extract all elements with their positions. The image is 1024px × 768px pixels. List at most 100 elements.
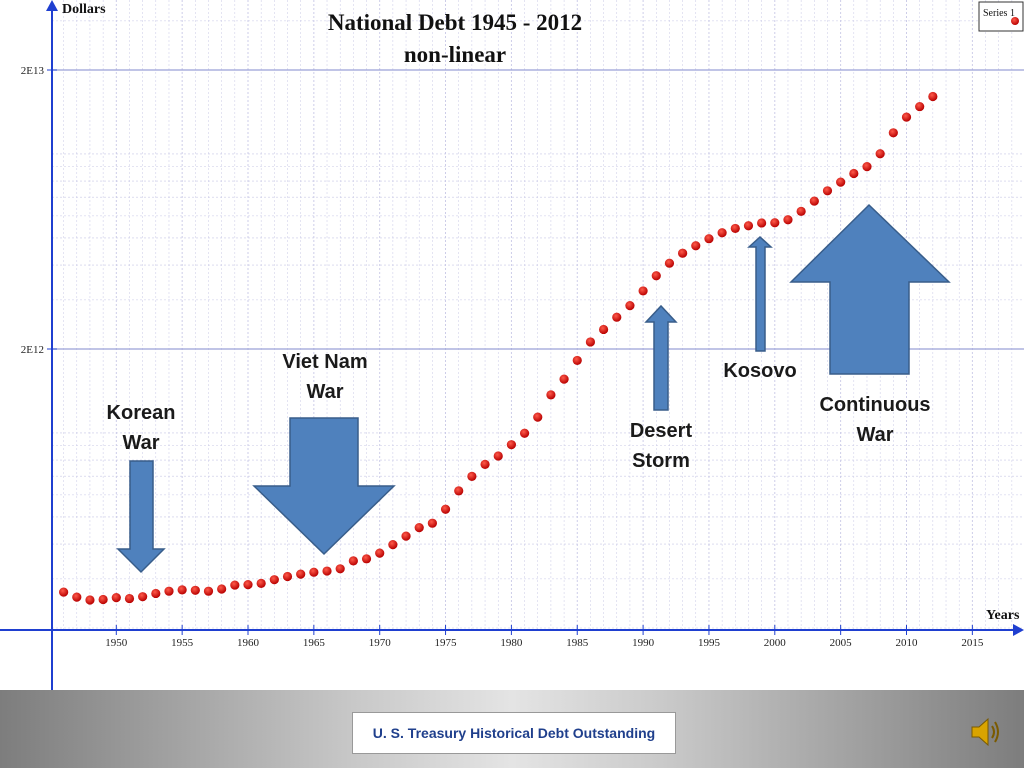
data-point bbox=[638, 286, 648, 296]
x-tick-label: 1965 bbox=[303, 637, 326, 649]
legend-marker bbox=[1011, 17, 1019, 25]
annotation-vietnam-war: Viet Nam War bbox=[282, 351, 368, 403]
data-point bbox=[72, 592, 82, 602]
data-point bbox=[98, 594, 108, 605]
data-point bbox=[506, 440, 516, 450]
data-point bbox=[111, 593, 121, 603]
data-point bbox=[309, 567, 319, 577]
x-axis-label: Years bbox=[986, 608, 1020, 623]
data-point bbox=[124, 593, 135, 604]
data-points bbox=[59, 91, 938, 605]
data-point bbox=[256, 578, 266, 588]
data-point bbox=[546, 390, 556, 400]
data-point bbox=[612, 312, 622, 322]
data-point bbox=[151, 588, 161, 599]
data-point bbox=[467, 471, 477, 481]
source-caption: U. S. Treasury Historical Debt Outstandi… bbox=[352, 712, 676, 754]
data-point bbox=[625, 301, 635, 311]
data-point bbox=[59, 587, 69, 597]
legend: Series 1 bbox=[978, 1, 1024, 32]
data-point bbox=[743, 221, 754, 231]
annotation-korean-war: Korean War bbox=[106, 402, 176, 454]
x-tick-label: 1990 bbox=[632, 637, 655, 649]
data-point bbox=[559, 374, 569, 384]
data-point bbox=[783, 215, 793, 225]
data-point bbox=[651, 271, 661, 281]
data-point bbox=[269, 575, 279, 585]
speaker-icon[interactable] bbox=[968, 712, 1004, 752]
x-tick-label: 1995 bbox=[698, 637, 721, 649]
annotation-kosovo: Kosovo bbox=[723, 360, 797, 382]
x-tick-label: 1985 bbox=[566, 637, 589, 649]
data-point bbox=[138, 592, 148, 602]
annotation-arrows bbox=[116, 203, 951, 574]
data-point bbox=[414, 523, 424, 533]
x-tick-label: 2005 bbox=[830, 637, 853, 649]
x-tick-label: 1960 bbox=[237, 637, 260, 649]
chart: 1950 1955 1960 1965 1970 1975 1980 1985 1990 1995… bbox=[0, 0, 1024, 690]
data-point bbox=[901, 112, 912, 122]
data-point bbox=[809, 196, 819, 206]
data-point bbox=[875, 149, 885, 159]
data-point bbox=[217, 584, 227, 594]
data-point bbox=[928, 91, 938, 102]
x-tick-label: 2010 bbox=[896, 637, 919, 649]
y-tick-label: 2E12 bbox=[21, 344, 44, 356]
arrow-vietnam-war bbox=[252, 417, 396, 556]
data-point bbox=[730, 223, 740, 234]
data-point bbox=[480, 459, 490, 469]
data-point bbox=[862, 162, 872, 172]
legend-label: Series 1 bbox=[983, 8, 1015, 19]
data-point bbox=[388, 540, 398, 550]
data-point bbox=[691, 241, 701, 251]
data-point bbox=[375, 548, 385, 558]
data-point bbox=[427, 518, 437, 528]
data-point bbox=[888, 128, 898, 138]
data-point bbox=[664, 258, 675, 268]
data-point bbox=[454, 486, 464, 496]
annotation-continuous-war: Continuous War bbox=[819, 394, 931, 446]
data-point bbox=[348, 556, 358, 566]
y-axis-label: Dollars bbox=[62, 2, 106, 17]
data-point bbox=[401, 531, 411, 541]
data-point bbox=[796, 206, 806, 216]
x-tick-label: 1980 bbox=[500, 637, 523, 649]
data-point bbox=[836, 177, 846, 187]
x-tick-label: 2015 bbox=[961, 637, 984, 649]
data-point bbox=[440, 504, 451, 514]
data-point bbox=[190, 585, 200, 595]
chart-title: National Debt 1945 - 2012 bbox=[328, 10, 582, 35]
data-point bbox=[85, 595, 95, 605]
data-point bbox=[230, 580, 240, 590]
data-point bbox=[678, 248, 688, 258]
arrow-korean-war bbox=[116, 460, 166, 574]
chart-subtitle: non-linear bbox=[404, 42, 506, 67]
data-point bbox=[177, 585, 187, 595]
data-point bbox=[915, 101, 925, 112]
data-point bbox=[770, 218, 780, 228]
data-point bbox=[519, 428, 530, 438]
x-tick-label: 1975 bbox=[435, 637, 458, 649]
axes: 1950 1955 1960 1965 1970 1975 1980 1985 1990 1995… bbox=[0, 0, 1024, 690]
data-point bbox=[335, 564, 345, 574]
data-point bbox=[822, 186, 833, 196]
data-point bbox=[322, 566, 332, 576]
data-point bbox=[164, 586, 174, 596]
x-tick-label: 1955 bbox=[171, 637, 194, 649]
x-tick-label: 1950 bbox=[105, 637, 128, 649]
data-point bbox=[361, 554, 372, 564]
data-point bbox=[282, 571, 293, 582]
data-point bbox=[493, 451, 503, 461]
y-tick-label: 2E13 bbox=[21, 65, 45, 77]
data-point bbox=[717, 228, 727, 238]
x-tick-label: 2000 bbox=[764, 637, 787, 649]
data-point bbox=[203, 586, 214, 596]
data-point bbox=[572, 355, 582, 366]
arrow-desert-storm bbox=[644, 304, 678, 411]
x-tick-label: 1970 bbox=[369, 637, 392, 649]
data-point bbox=[296, 569, 306, 579]
data-point bbox=[598, 324, 609, 335]
data-point bbox=[243, 580, 253, 590]
annotation-desert-storm: Desert Storm bbox=[629, 420, 693, 472]
data-point bbox=[704, 234, 714, 244]
